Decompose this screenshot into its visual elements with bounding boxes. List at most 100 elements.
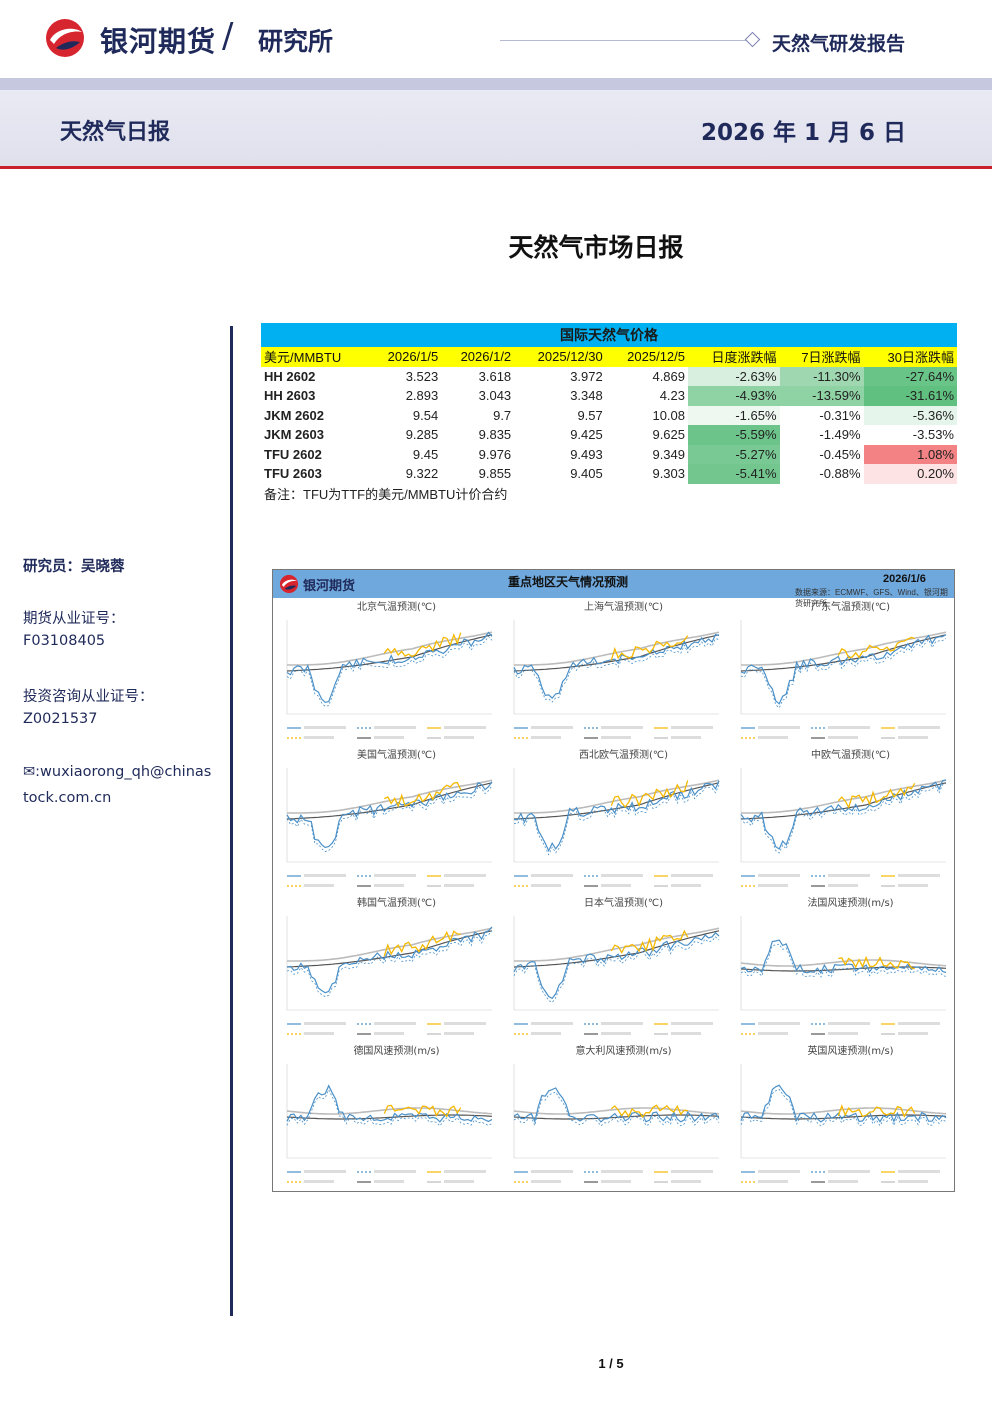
ecmwf-line xyxy=(740,779,947,850)
legend-label xyxy=(828,1032,858,1035)
researcher-name: 研究员：吴晓蓉 xyxy=(23,559,125,575)
column-header: 美元/MMBTU xyxy=(261,347,369,367)
page-number: 1 / 5 xyxy=(598,1356,624,1371)
price-cell: 9.57 xyxy=(577,407,603,423)
legend-label xyxy=(444,1022,486,1025)
contract-name: JKM 2602 xyxy=(264,407,324,423)
price-cell: 4.23 xyxy=(659,388,686,404)
chart-title: 英国风速预测(m/s) xyxy=(807,1044,893,1057)
change-cell: -0.88% xyxy=(779,464,864,484)
contract-name: HH 2602 xyxy=(264,368,316,384)
legend-label xyxy=(601,1170,643,1173)
title-band-underline xyxy=(0,166,992,169)
ecmwf-ensemble-line xyxy=(286,930,493,998)
legend-label xyxy=(304,1032,334,1035)
legend-label xyxy=(601,1032,631,1035)
column-header: 日度涨跌幅 xyxy=(688,347,780,367)
table-row: JKM 2602 9.54 9.7 9.57 10.08 -1.65% -0.31% -5.3… xyxy=(261,405,957,425)
email-line-2[interactable]: tock.com.cn xyxy=(23,790,112,806)
galaxy-logo-icon xyxy=(46,19,84,57)
header-band xyxy=(0,78,992,90)
legend-label xyxy=(828,1180,858,1183)
ecmwf-line xyxy=(513,1087,720,1124)
legend-label xyxy=(898,1032,928,1035)
change-cell: -1.65% xyxy=(688,405,780,425)
legend-label xyxy=(828,874,870,877)
price-cell: 3.348 xyxy=(570,388,603,404)
legend-label xyxy=(304,884,334,887)
table-row: HH 2603 2.893 3.043 3.348 4.23 -4.93% -13.59% -… xyxy=(261,386,957,406)
ecmwf-line xyxy=(740,1084,947,1123)
legend-label xyxy=(531,884,561,887)
gfs-line xyxy=(610,929,689,954)
legend-label xyxy=(531,726,573,729)
legend-label xyxy=(671,1180,701,1183)
price-cell: 3.043 xyxy=(478,388,512,404)
table-header-row: 美元/MMBTU 2026/1/5 2026/1/2 2025/12/30 20… xyxy=(261,347,957,367)
legend-label xyxy=(898,726,940,729)
price-cell: 9.303 xyxy=(652,466,686,482)
invest-cert-label: 投资咨询从业证号： xyxy=(23,689,154,705)
ecmwf-ensemble-line xyxy=(513,638,720,703)
contract-name: TFU 2602 xyxy=(264,446,322,462)
change-cell: -2.63% xyxy=(688,366,780,386)
table-row: HH 2602 3.523 3.618 3.972 4.869 -2.63% -11.30%… xyxy=(261,366,957,386)
ecmwf-ensemble-line xyxy=(513,936,720,1003)
email-line-1[interactable]: ✉:wuxiaorong_qh@chinas xyxy=(23,764,212,780)
chart-title: 法国风速预测(m/s) xyxy=(807,896,893,909)
department-name: 研究所 xyxy=(258,27,334,56)
gas-price-table: 国际天然气价格 美元/MMBTU 2026/1/5 2026/1/2 2025/… xyxy=(261,323,957,484)
contract-name: HH 2603 xyxy=(264,388,316,404)
legend-label xyxy=(304,1180,334,1183)
historical-line xyxy=(287,631,493,666)
change-cell: -27.64% xyxy=(863,366,957,386)
average-line xyxy=(286,1114,493,1120)
legend-label xyxy=(758,874,800,877)
futures-cert-label: 期货从业证号： xyxy=(23,611,125,627)
weather-forecast-panel: 银河期货 重点地区天气情况预测 2026/1/6 数据来源：ECMWF、GFS、… xyxy=(272,569,955,1192)
page-header: 银河期货 / 研究所 天然气研发报告 xyxy=(0,0,992,78)
price-cell: 9.349 xyxy=(652,446,686,462)
legend-label xyxy=(601,736,631,739)
legend-label xyxy=(758,1170,800,1173)
invest-cert-number: Z0021537 xyxy=(23,711,98,727)
legend-label xyxy=(531,736,561,739)
diamond-icon xyxy=(744,31,761,48)
chart-title: 上海气温预测(℃) xyxy=(584,600,663,613)
legend-label xyxy=(304,736,334,739)
average-line xyxy=(740,966,947,972)
average-line xyxy=(740,634,947,672)
weather-panel-source: 数据来源：ECMWF、GFS、Wind、银河期货研究所 xyxy=(795,588,948,608)
price-cell: 9.855 xyxy=(478,466,512,482)
legend-label xyxy=(444,1170,486,1173)
gfs-line xyxy=(837,782,916,810)
change-cell: 1.08% xyxy=(863,444,957,464)
gfs-line xyxy=(383,930,461,957)
change-cell: -11.30% xyxy=(779,366,864,386)
price-cell: 9.425 xyxy=(570,427,603,443)
legend-label xyxy=(758,1022,800,1025)
price-cell: 9.405 xyxy=(570,466,603,482)
legend-label xyxy=(601,884,631,887)
price-cell: 3.523 xyxy=(405,368,439,384)
chart-title: 中欧气温预测(℃) xyxy=(811,748,890,761)
legend-label xyxy=(671,1170,713,1173)
column-header: 2025/12/30 xyxy=(514,347,606,367)
column-header: 2026/1/5 xyxy=(368,347,442,367)
historical-line xyxy=(514,927,720,962)
chart-title: 德国风速预测(m/s) xyxy=(353,1044,439,1057)
price-cell: 9.322 xyxy=(405,466,439,482)
legend-label xyxy=(531,1170,573,1173)
brand-name: 银河期货 xyxy=(100,25,217,58)
column-header: 30日涨跌幅 xyxy=(863,347,957,367)
ecmwf-ensemble-line xyxy=(740,638,947,709)
legend-label xyxy=(828,726,870,729)
legend-label xyxy=(374,736,404,739)
legend-label xyxy=(758,1180,788,1183)
ecmwf-line xyxy=(513,931,720,1000)
legend-label xyxy=(898,874,940,877)
change-cell: -0.31% xyxy=(779,405,864,425)
header-divider: / xyxy=(222,16,234,56)
weather-panel-date: 2026/1/6 xyxy=(883,573,926,585)
change-cell: -5.41% xyxy=(688,464,780,484)
